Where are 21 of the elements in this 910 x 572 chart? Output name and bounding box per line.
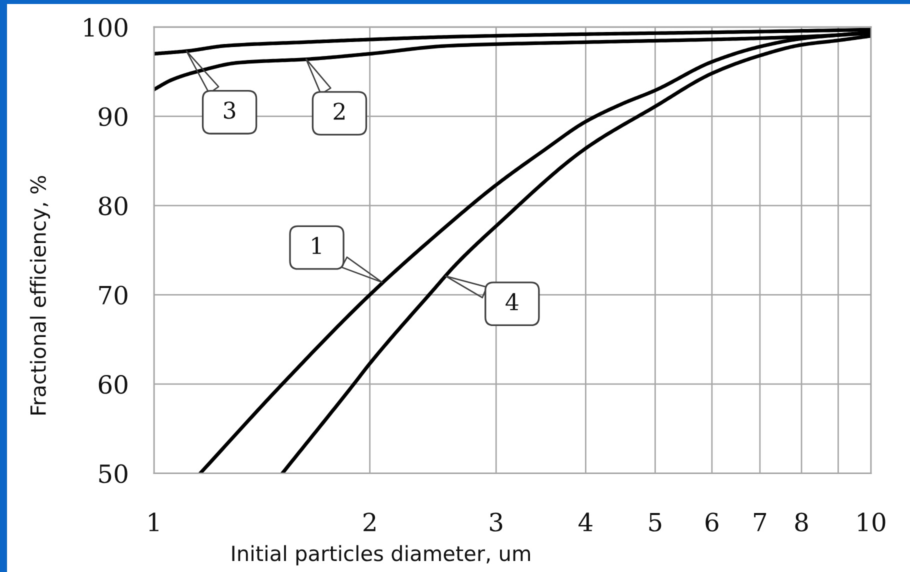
annotation: 4 bbox=[506, 293, 518, 310]
x-tick-label: 2 bbox=[364, 512, 376, 532]
y-tick-label: 50 bbox=[99, 464, 128, 484]
annotation: 3 bbox=[224, 102, 236, 119]
x-axis-title: Initial particles diameter, um bbox=[232, 545, 530, 566]
x-tick-label: 7 bbox=[754, 512, 766, 532]
y-tick-label: 100 bbox=[84, 18, 128, 37]
y-tick-label: 80 bbox=[98, 196, 128, 216]
x-tick-label: 6 bbox=[706, 512, 718, 532]
annotation: 1 bbox=[312, 236, 321, 254]
x-tick-label: 5 bbox=[649, 512, 662, 532]
x-tick-label: 10 bbox=[858, 512, 886, 532]
y-axis-title: Fractional efficiency, % bbox=[30, 176, 50, 414]
annotation: 2 bbox=[334, 102, 345, 120]
x-tick-label: 1 bbox=[149, 512, 158, 532]
y-tick-label: 70 bbox=[99, 286, 128, 305]
x-tick-label: 3 bbox=[490, 512, 502, 532]
x-tick-label: 4 bbox=[578, 512, 592, 532]
y-tick-label: 60 bbox=[98, 374, 128, 394]
x-tick-label: 8 bbox=[795, 512, 808, 532]
y-tick-label: 90 bbox=[98, 107, 128, 126]
